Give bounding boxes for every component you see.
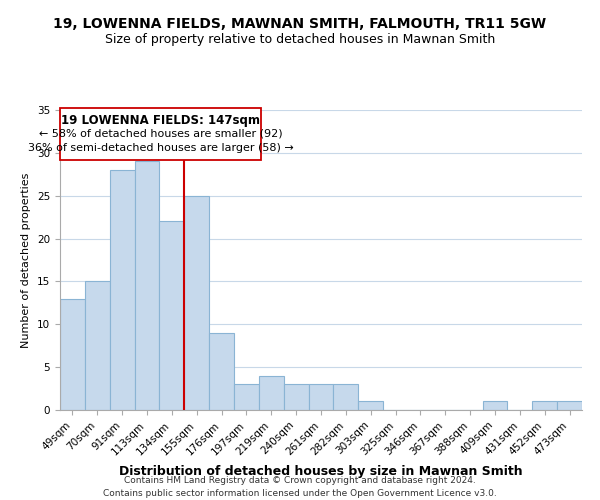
Bar <box>284 384 308 410</box>
Text: Size of property relative to detached houses in Mawnan Smith: Size of property relative to detached ho… <box>105 32 495 46</box>
Bar <box>259 376 284 410</box>
Bar <box>184 196 209 410</box>
Bar <box>85 282 110 410</box>
Bar <box>209 333 234 410</box>
Y-axis label: Number of detached properties: Number of detached properties <box>22 172 31 348</box>
Bar <box>60 298 85 410</box>
FancyBboxPatch shape <box>60 108 262 160</box>
Text: 19 LOWENNA FIELDS: 147sqm: 19 LOWENNA FIELDS: 147sqm <box>61 114 260 128</box>
Bar <box>557 402 582 410</box>
Bar <box>308 384 334 410</box>
Bar <box>160 222 184 410</box>
Text: Contains HM Land Registry data © Crown copyright and database right 2024.: Contains HM Land Registry data © Crown c… <box>124 476 476 485</box>
Bar <box>110 170 134 410</box>
Bar <box>234 384 259 410</box>
Text: 19, LOWENNA FIELDS, MAWNAN SMITH, FALMOUTH, TR11 5GW: 19, LOWENNA FIELDS, MAWNAN SMITH, FALMOU… <box>53 18 547 32</box>
Bar <box>358 402 383 410</box>
Text: ← 58% of detached houses are smaller (92): ← 58% of detached houses are smaller (92… <box>39 129 283 139</box>
Text: 36% of semi-detached houses are larger (58) →: 36% of semi-detached houses are larger (… <box>28 142 293 152</box>
Bar <box>334 384 358 410</box>
Bar <box>482 402 508 410</box>
Text: Contains public sector information licensed under the Open Government Licence v3: Contains public sector information licen… <box>103 489 497 498</box>
Bar <box>134 162 160 410</box>
X-axis label: Distribution of detached houses by size in Mawnan Smith: Distribution of detached houses by size … <box>119 465 523 478</box>
Bar <box>532 402 557 410</box>
